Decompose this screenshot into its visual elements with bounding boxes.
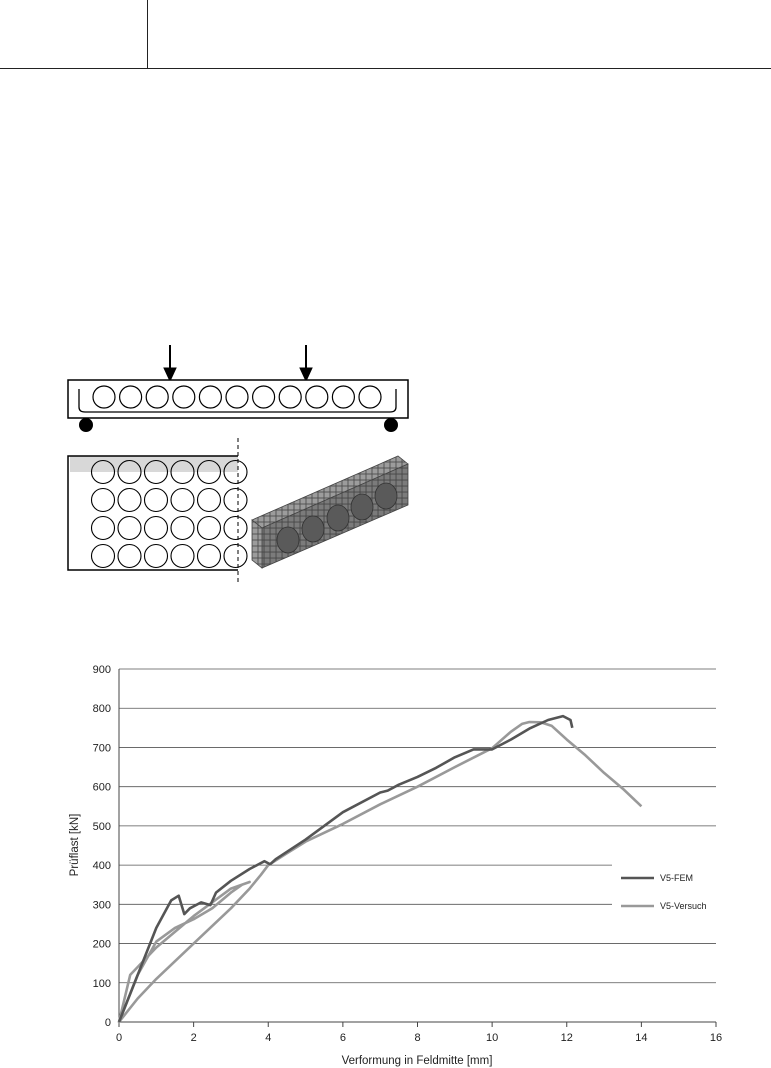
section-hole xyxy=(90,487,116,513)
section-hole xyxy=(90,459,116,485)
y-tick-label: 700 xyxy=(93,742,111,754)
section-hole xyxy=(170,459,195,485)
load-arrows xyxy=(163,345,313,383)
header-divider xyxy=(147,0,148,68)
y-tick-label: 800 xyxy=(93,703,111,715)
beam-hole xyxy=(252,385,276,409)
series-line-v5-fem xyxy=(117,714,574,1023)
section-hole xyxy=(223,515,248,541)
y-tick-label: 0 xyxy=(105,1017,111,1029)
x-tick-label: 8 xyxy=(414,1032,420,1044)
beam-hole xyxy=(119,385,143,409)
y-tick-label: 500 xyxy=(93,821,111,833)
x-tick-label: 12 xyxy=(561,1032,573,1044)
y-tick-label: 100 xyxy=(93,978,111,990)
beam-hole xyxy=(331,385,355,409)
y-tick-label: 400 xyxy=(93,860,111,872)
beam-hole xyxy=(172,385,196,409)
section-hole xyxy=(196,459,222,485)
section-hole xyxy=(223,543,248,569)
x-axis-label: Verformung in Feldmitte [mm] xyxy=(342,1055,493,1067)
y-tick-label: 900 xyxy=(93,664,111,676)
section-hole xyxy=(223,487,248,513)
x-tick-label: 10 xyxy=(486,1032,498,1044)
beam-figure xyxy=(67,345,409,584)
beam-hole xyxy=(225,385,249,409)
beam-hole xyxy=(305,385,329,409)
section-hole xyxy=(196,515,222,541)
y-tick-label: 300 xyxy=(93,899,111,911)
beam-hole xyxy=(278,385,302,409)
section-hole xyxy=(170,543,195,569)
legend: V5-FEM V5-Versuch xyxy=(612,860,718,918)
section-hole xyxy=(143,459,169,485)
y-tick-label: 600 xyxy=(93,782,111,794)
beam-side-view xyxy=(67,379,409,432)
section-hole xyxy=(196,487,222,513)
legend-label-v5-versuch: V5-Versuch xyxy=(660,901,707,911)
section-hole xyxy=(196,543,222,569)
series-line-v5-versuch xyxy=(117,720,643,1024)
beam-hole xyxy=(358,385,382,409)
section-hole xyxy=(170,515,195,541)
section-hole xyxy=(90,543,116,569)
section-hole xyxy=(117,487,142,513)
y-tick-label: 200 xyxy=(93,939,111,951)
y-axis-label: Prüflast [kN] xyxy=(69,814,81,877)
beam-hole xyxy=(198,385,222,409)
section-hole xyxy=(143,487,169,513)
x-tick-labels: 0 2 4 6 8 10 12 14 16 xyxy=(116,1022,722,1044)
x-tick-label: 6 xyxy=(340,1032,346,1044)
x-tick-label: 0 xyxy=(116,1032,122,1044)
x-tick-label: 14 xyxy=(635,1032,647,1044)
fe-mesh-model xyxy=(251,455,409,569)
header-rule xyxy=(0,68,771,69)
legend-label-v5-fem: V5-FEM xyxy=(660,873,693,883)
section-hole xyxy=(143,543,169,569)
section-hole xyxy=(223,459,248,485)
section-hole xyxy=(117,459,142,485)
x-tick-label: 4 xyxy=(265,1032,271,1044)
section-hole xyxy=(117,515,142,541)
section-hole xyxy=(170,487,195,513)
cross-section xyxy=(67,438,248,584)
beam-hole xyxy=(145,385,169,409)
beam-hole xyxy=(92,385,116,409)
section-hole xyxy=(117,543,142,569)
section-hole xyxy=(143,515,169,541)
y-tick-labels: 0 100 200 300 400 500 600 700 800 900 xyxy=(93,664,111,1029)
grid-lines xyxy=(119,668,716,984)
x-tick-label: 2 xyxy=(191,1032,197,1044)
x-tick-label: 16 xyxy=(710,1032,722,1044)
section-hole xyxy=(90,515,116,541)
